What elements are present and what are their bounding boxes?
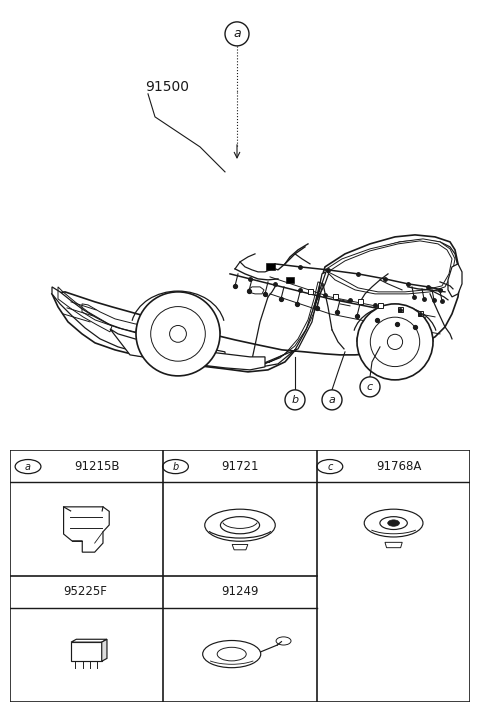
- Circle shape: [322, 390, 342, 410]
- Text: 91249: 91249: [221, 586, 259, 598]
- Circle shape: [317, 459, 343, 474]
- Text: c: c: [327, 462, 333, 471]
- Circle shape: [285, 390, 305, 410]
- Polygon shape: [248, 287, 264, 294]
- Text: a: a: [25, 462, 31, 471]
- Ellipse shape: [205, 509, 275, 541]
- Text: b: b: [291, 395, 299, 405]
- Circle shape: [387, 334, 403, 350]
- Circle shape: [388, 520, 399, 526]
- Text: 91215B: 91215B: [74, 460, 120, 473]
- Bar: [286, 277, 294, 283]
- Circle shape: [163, 459, 188, 474]
- Text: 91721: 91721: [221, 460, 259, 473]
- Text: b: b: [172, 462, 179, 471]
- Text: 95225F: 95225F: [64, 586, 108, 598]
- Bar: [333, 294, 337, 299]
- Circle shape: [360, 377, 380, 397]
- Circle shape: [225, 22, 249, 46]
- Ellipse shape: [364, 509, 423, 537]
- Bar: [265, 263, 275, 270]
- Bar: [377, 303, 383, 308]
- Circle shape: [357, 304, 433, 380]
- Bar: [308, 289, 312, 294]
- Polygon shape: [250, 272, 326, 369]
- Polygon shape: [52, 235, 460, 372]
- Polygon shape: [448, 264, 462, 297]
- Text: a: a: [233, 28, 241, 40]
- Ellipse shape: [380, 517, 408, 530]
- Polygon shape: [63, 507, 109, 552]
- Bar: [358, 299, 362, 304]
- Polygon shape: [110, 329, 265, 370]
- Ellipse shape: [220, 517, 260, 534]
- Ellipse shape: [203, 640, 261, 668]
- Circle shape: [276, 637, 291, 645]
- Polygon shape: [385, 542, 402, 547]
- Bar: [397, 308, 403, 313]
- Circle shape: [136, 292, 220, 376]
- FancyBboxPatch shape: [71, 642, 102, 661]
- Polygon shape: [102, 640, 107, 661]
- Text: a: a: [329, 395, 336, 405]
- Polygon shape: [325, 239, 455, 294]
- Circle shape: [15, 459, 41, 474]
- Ellipse shape: [217, 647, 246, 661]
- Circle shape: [169, 325, 186, 342]
- Polygon shape: [71, 640, 107, 642]
- Polygon shape: [52, 287, 225, 368]
- Polygon shape: [232, 545, 248, 549]
- Bar: [418, 311, 422, 316]
- Text: 91500: 91500: [145, 80, 189, 94]
- Text: c: c: [367, 382, 373, 392]
- Text: 91768A: 91768A: [376, 460, 421, 473]
